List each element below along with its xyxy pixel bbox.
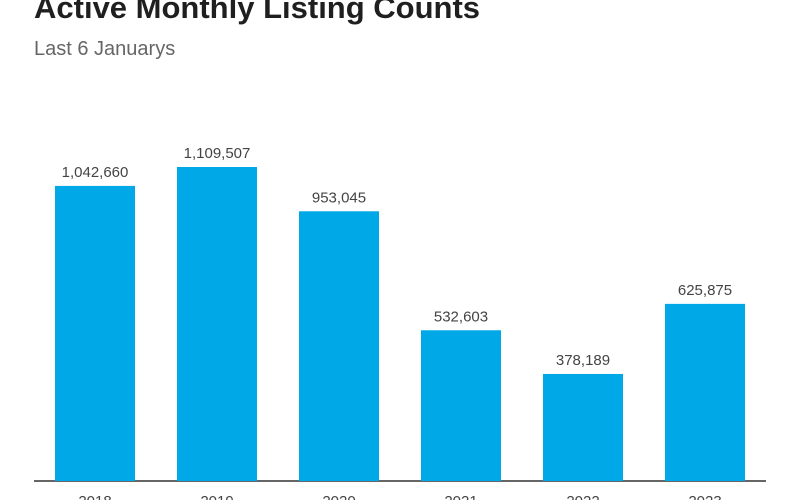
chart-subtitle: Last 6 Januarys bbox=[34, 38, 175, 60]
value-label: 1,042,660 bbox=[62, 164, 129, 181]
value-label: 378,189 bbox=[556, 352, 610, 369]
value-label: 532,603 bbox=[434, 308, 488, 325]
value-label: 1,109,507 bbox=[184, 145, 251, 162]
value-label: 953,045 bbox=[312, 189, 366, 206]
bar bbox=[665, 303, 745, 481]
x-tick-label: 2018 bbox=[78, 493, 111, 500]
x-tick-label: 2020 bbox=[322, 493, 355, 500]
bar bbox=[177, 167, 257, 481]
bar bbox=[55, 185, 135, 481]
x-tick-label: 2022 bbox=[566, 493, 599, 500]
bar bbox=[299, 211, 379, 481]
bar bbox=[543, 373, 623, 481]
x-tick-label: 2021 bbox=[444, 493, 477, 500]
x-tick-label: 2023 bbox=[688, 493, 721, 500]
chart-title: Active Monthly Listing Counts bbox=[34, 0, 480, 25]
bar bbox=[421, 330, 501, 481]
x-tick-label: 2019 bbox=[200, 493, 233, 500]
value-label: 625,875 bbox=[678, 282, 732, 299]
